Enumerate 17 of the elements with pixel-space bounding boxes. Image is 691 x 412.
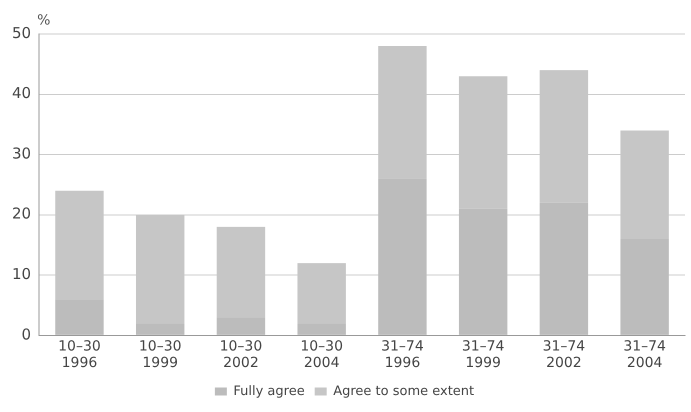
x-tick-label: 31–74 2004 (623, 338, 666, 372)
y-tick-label: 10 (12, 265, 32, 284)
legend-label: Agree to some extent (333, 384, 474, 399)
x-tick-label: 10–30 1996 (58, 338, 101, 372)
y-tick-label: 40 (12, 84, 32, 102)
x-tick-label: 10–30 2004 (300, 338, 343, 372)
x-tick-label: 10–30 1999 (138, 338, 182, 372)
y-tick-label: 20 (12, 204, 32, 223)
x-tick-label: 31–74 1996 (381, 338, 424, 372)
x-tick-label: 31–74 2002 (542, 338, 586, 372)
x-tick-label: 10–30 2002 (220, 338, 262, 372)
legend-label: Fully agree (233, 384, 305, 399)
x-tick-label: 31–74 1999 (462, 338, 505, 372)
y-axis-title: % (37, 12, 50, 29)
y-tick-label: 50 (12, 24, 32, 42)
y-tick-label: 0 (22, 325, 32, 344)
y-tick-label: 30 (12, 144, 32, 162)
